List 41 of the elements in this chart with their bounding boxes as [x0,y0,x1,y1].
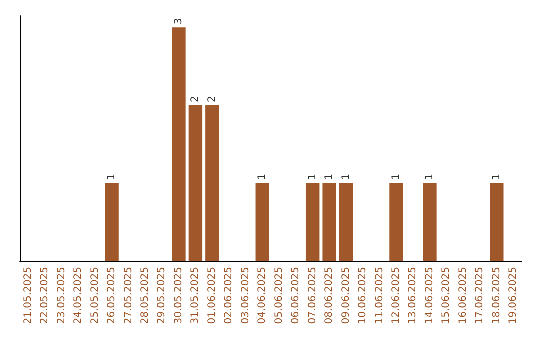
data-label: 2 [190,96,202,102]
x-tick-label: 31.05.2025 [190,267,202,324]
data-label: 2 [206,96,218,102]
x-tick-label: 25.05.2025 [90,267,101,324]
x-tick-label: 26.05.2025 [106,267,118,324]
x-tick-label: 16.06.2025 [458,267,469,324]
x-tick-label: 04.06.2025 [257,267,268,324]
x-tick-label: 23.05.2025 [56,267,68,324]
x-tick-label: 14.06.2025 [424,267,436,324]
x-tick-label: 27.05.2025 [123,267,134,324]
x-tick-label: 05.06.2025 [274,267,285,324]
data-label: 3 [173,18,184,25]
x-tick-label: 19.06.2025 [508,267,520,324]
x-tick-label: 29.05.2025 [156,267,168,324]
x-tick-label: 21.05.2025 [22,267,34,324]
x-tick-label: 24.05.2025 [73,267,84,324]
x-tick-label: 17.06.2025 [474,267,486,324]
data-label: 1 [257,174,268,180]
x-tick-label: 03.06.2025 [240,267,252,324]
x-tick-label: 11.06.2025 [374,267,386,324]
data-label: 1 [324,174,336,180]
data-label: 1 [491,174,502,180]
x-tick-label: 15.06.2025 [441,267,452,324]
x-tick-label: 06.06.2025 [290,267,302,324]
x-tick-label: 28.05.2025 [140,267,151,324]
x-tick-label: 12.06.2025 [391,267,402,324]
data-label: 1 [424,174,436,180]
data-label: 1 [340,174,352,180]
x-tick-label: 18.06.2025 [491,267,502,324]
x-tick-label: 09.06.2025 [340,267,352,324]
data-label: 1 [307,174,318,180]
x-tick-label: 10.06.2025 [358,267,369,324]
x-tick-label: 02.06.2025 [224,267,235,324]
x-tick-label: 22.05.2025 [40,267,51,324]
x-tick-label: 07.06.2025 [307,267,318,324]
x-tick-label: 01.06.2025 [206,267,218,324]
data-label: 1 [106,174,118,180]
data-label: 1 [391,174,402,180]
x-tick-label: 13.06.2025 [408,267,419,324]
x-tick-label: 30.05.2025 [173,267,184,324]
x-tick-label: 08.06.2025 [324,267,336,324]
